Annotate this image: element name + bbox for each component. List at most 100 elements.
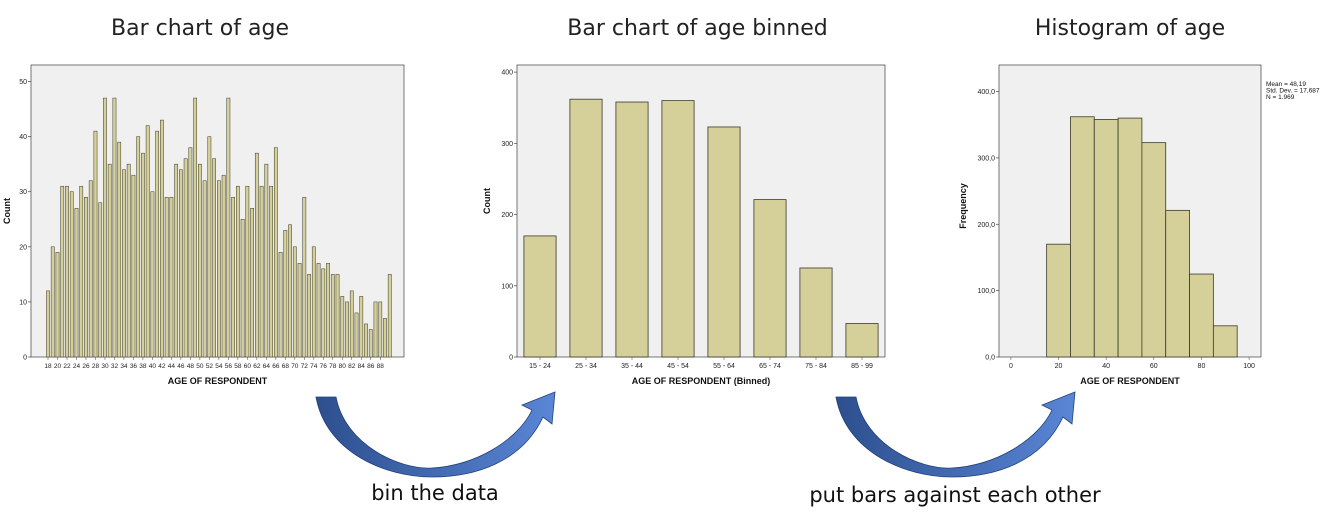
bar [254, 152, 259, 358]
bar [179, 169, 183, 358]
x-tick-label: 55 - 64 [713, 363, 735, 370]
bar [164, 196, 169, 358]
x-tick-label: 86 [367, 363, 375, 370]
bar [65, 185, 69, 358]
x-tick-label: 65 - 74 [759, 363, 781, 370]
x-tick-label: 0 [1009, 363, 1013, 370]
bar [88, 180, 93, 358]
bar [169, 196, 174, 358]
y-tick-label: 0 [23, 355, 27, 362]
x-tick-label: 36 [130, 363, 138, 370]
bar [615, 101, 649, 358]
bar [302, 196, 307, 358]
bar [569, 98, 603, 358]
x-tick-label: 46 [177, 363, 185, 370]
bar [307, 274, 311, 358]
histogram-bar [1070, 116, 1095, 358]
bar [131, 174, 136, 358]
chart2-title: Bar chart of age binned [567, 16, 828, 41]
bar [354, 312, 359, 358]
x-tick-label: 26 [82, 363, 90, 370]
caption-put-bars-against-each-other: put bars against each other [809, 483, 1101, 507]
x-tick-label: 42 [158, 363, 166, 370]
y-tick-label: 200 [501, 212, 513, 219]
x-tick-label: 24 [73, 363, 81, 370]
x-tick-label: 80 [339, 363, 347, 370]
caption-bin-the-data: bin the data [371, 481, 499, 505]
x-axis-label: AGE OF RESPONDENT [1080, 376, 1180, 386]
x-tick-label: 22 [63, 363, 71, 370]
bar [69, 191, 74, 358]
x-tick-label: 60 [1150, 363, 1158, 370]
bar [160, 119, 164, 358]
bar [383, 318, 387, 358]
x-tick-label: 38 [139, 363, 147, 370]
x-tick-label: 85 - 99 [851, 363, 873, 370]
bar [150, 191, 155, 358]
x-tick-label: 18 [44, 363, 52, 370]
curved-arrow-icon [835, 391, 1076, 478]
x-tick-label: 60 [244, 363, 252, 370]
bar [345, 301, 349, 358]
bar [231, 196, 235, 358]
histogram-bar [1117, 117, 1143, 358]
bar [387, 274, 392, 358]
bar [661, 100, 695, 358]
bar [316, 263, 321, 358]
histogram-bar [1165, 209, 1190, 358]
y-axis-label: Frequency [958, 183, 968, 229]
histogram-bar [1046, 243, 1071, 358]
x-tick-label: 40 [1102, 363, 1110, 370]
bar [326, 263, 330, 358]
histogram-bar [1093, 119, 1119, 358]
bar [202, 180, 207, 358]
x-tick-label: 100 [1243, 363, 1255, 370]
x-tick-label: 72 [301, 363, 309, 370]
x-tick-label: 56 [225, 363, 233, 370]
x-tick-label: 78 [329, 363, 337, 370]
y-tick-label: 10 [19, 299, 27, 306]
curved-arrow-icon [315, 391, 556, 478]
x-tick-label: 54 [215, 363, 223, 370]
bar [221, 174, 226, 358]
x-tick-label: 76 [320, 363, 328, 370]
x-tick-label: 58 [234, 363, 242, 370]
bar [273, 147, 278, 358]
bar [93, 130, 98, 358]
x-tick-label: 84 [358, 363, 366, 370]
bar [226, 97, 231, 358]
bar [188, 147, 193, 358]
bar [359, 296, 364, 358]
x-tick-label: 52 [206, 363, 214, 370]
bar [321, 268, 326, 358]
x-tick-label: 15 - 24 [529, 363, 551, 370]
bar [55, 252, 60, 358]
x-tick-label: 44 [168, 363, 176, 370]
bar [60, 185, 65, 358]
x-tick-label: 48 [187, 363, 195, 370]
bar [141, 152, 145, 358]
x-tick-label: 80 [1198, 363, 1206, 370]
y-tick-label: 300,0 [977, 155, 995, 162]
x-tick-label: 66 [272, 363, 280, 370]
bar [112, 97, 117, 358]
bar [250, 207, 254, 358]
bar [368, 329, 373, 358]
chart3-title: Histogram of age [1034, 16, 1226, 41]
bar [753, 199, 787, 358]
x-tick-label: 74 [310, 363, 318, 370]
bar [145, 125, 150, 358]
x-tick-label: 75 - 84 [805, 363, 827, 370]
bar [330, 274, 335, 358]
x-tick-label: 45 - 54 [667, 363, 689, 370]
x-tick-label: 30 [101, 363, 109, 370]
bar [340, 296, 345, 358]
bar [349, 290, 354, 358]
x-tick-label: 20 [54, 363, 62, 370]
age-histogram: 0,0 100,0 200,0 300,0 400,0 0 20 40 60 80 100 AGE O… [958, 64, 1320, 386]
y-axis-label: Count [2, 198, 12, 224]
bar [240, 219, 245, 358]
bar [335, 274, 340, 358]
bar [523, 235, 557, 358]
